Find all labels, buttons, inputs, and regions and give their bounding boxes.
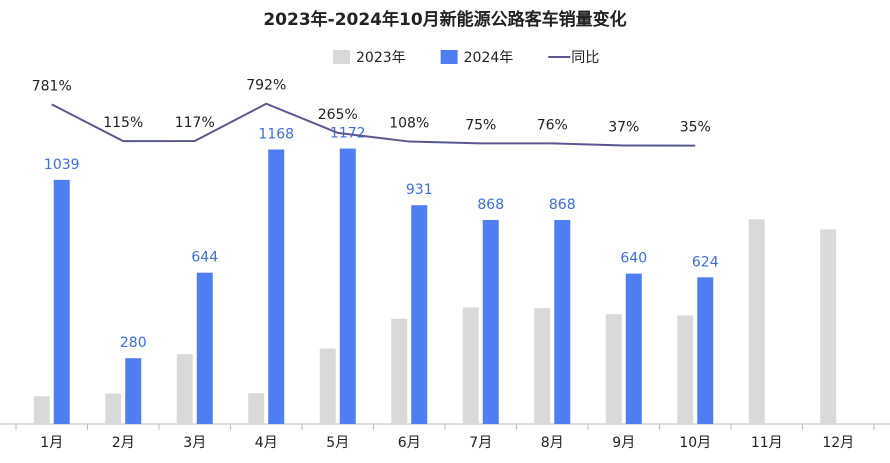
bar	[196, 272, 213, 424]
bar	[625, 273, 642, 424]
x-tick-label: 9月	[612, 435, 635, 451]
data-label: 75%	[465, 117, 496, 133]
x-tick-label: 3月	[183, 435, 206, 451]
bar	[53, 179, 70, 424]
data-label: 624	[692, 254, 719, 270]
legend-label: 2023年	[356, 50, 406, 66]
x-tick-label: 7月	[469, 435, 492, 451]
data-label: 35%	[680, 120, 711, 136]
bar	[411, 205, 428, 424]
x-tick-label: 4月	[255, 435, 278, 451]
bar	[677, 315, 694, 424]
data-label: 115%	[103, 115, 143, 131]
data-label: 37%	[608, 119, 639, 135]
data-label: 640	[620, 251, 647, 267]
bar	[605, 314, 622, 424]
data-label: 644	[191, 250, 218, 266]
data-label: 868	[549, 197, 576, 213]
legend-label: 2024年	[464, 50, 514, 66]
x-tick-label: 2月	[112, 435, 135, 451]
x-tick-label: 10月	[679, 435, 711, 451]
bar	[319, 348, 336, 424]
legend-swatch	[440, 50, 458, 64]
data-label: 1168	[258, 127, 294, 143]
data-label: 1039	[44, 157, 80, 173]
legend-label: 同比	[571, 50, 599, 66]
x-tick-label: 5月	[326, 435, 349, 451]
bar	[820, 229, 837, 424]
bar	[462, 307, 479, 424]
chart-title: 2023年-2024年10月新能源公路客车销量变化	[263, 9, 626, 30]
bar	[339, 148, 356, 424]
line	[51, 102, 696, 147]
bar	[248, 393, 265, 424]
bar	[482, 220, 499, 424]
data-label: 931	[406, 182, 433, 198]
x-tick-label: 6月	[398, 435, 421, 451]
x-tick-label: 12月	[822, 435, 854, 451]
bar	[554, 220, 571, 424]
data-label: 117%	[175, 115, 215, 131]
x-tick-label: 11月	[751, 435, 783, 451]
data-label: 76%	[537, 117, 568, 133]
bar	[105, 393, 122, 424]
bar	[748, 219, 765, 424]
data-label: 868	[477, 197, 504, 213]
bar	[268, 149, 285, 424]
data-label: 265%	[318, 107, 358, 123]
data-label: 792%	[246, 78, 286, 94]
bar	[391, 318, 408, 424]
data-label: 280	[120, 335, 147, 351]
bar	[534, 308, 551, 424]
bar	[33, 396, 50, 424]
data-label: 781%	[32, 78, 72, 94]
bar	[176, 354, 193, 424]
bar	[125, 358, 142, 424]
legend-swatch	[333, 50, 350, 64]
x-tick-label: 8月	[541, 435, 564, 451]
data-label: 108%	[389, 116, 429, 132]
x-tick-label: 1月	[40, 435, 63, 451]
bar	[697, 277, 714, 424]
